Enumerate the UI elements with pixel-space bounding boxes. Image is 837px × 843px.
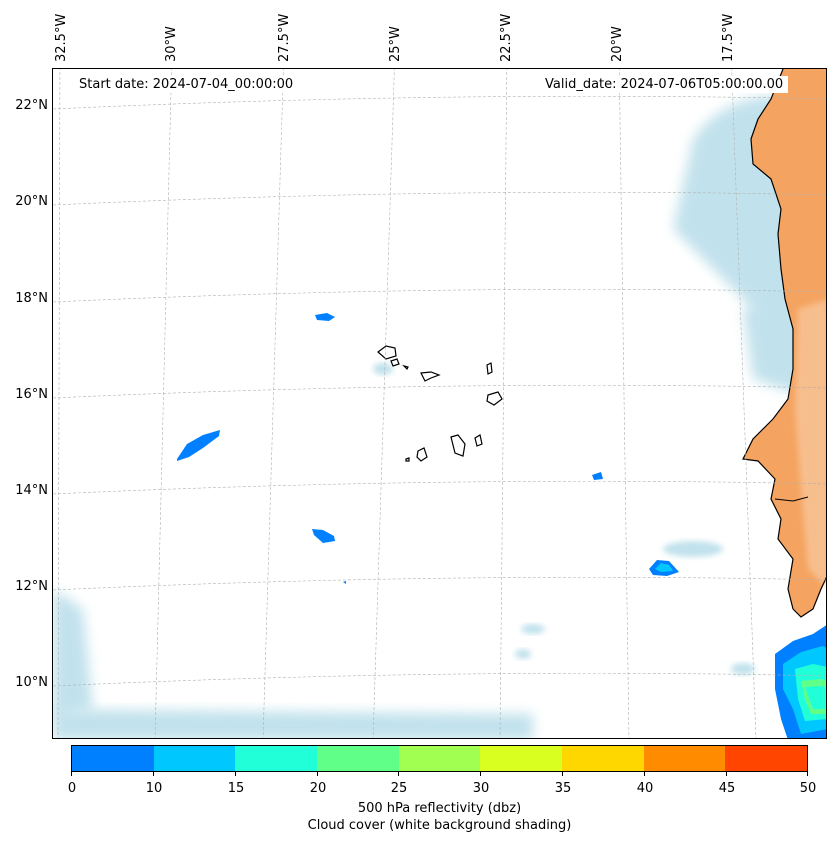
colorbar-tick (317, 772, 318, 776)
coastline-africa (742, 69, 826, 618)
colorbar-tick-label: 10 (145, 781, 163, 796)
reflectivity-cell (655, 563, 673, 572)
meridian (372, 69, 395, 738)
colorbar-tick-label: 0 (67, 781, 77, 796)
island-santa-luzia (402, 364, 409, 371)
colorbar-tick (480, 772, 481, 776)
valid-date-label: Valid_date: 2024-07-06T05:00:00.00 (540, 76, 789, 93)
parallel (53, 95, 826, 110)
lon-label-27-5w: 27.5°W (277, 13, 292, 62)
colorbar-tick-label: 50 (799, 781, 817, 796)
island-boa-vista (486, 391, 503, 406)
colorbar-segment (480, 746, 563, 771)
meridian (499, 69, 508, 738)
cloud-patch (731, 663, 755, 675)
colorbar-tick (644, 772, 645, 776)
colorbar-segment (72, 746, 154, 771)
parallel (53, 672, 826, 687)
colorbar-segment (562, 746, 644, 771)
colorbar-tick-label: 40 (636, 781, 654, 796)
colorbar-tick-label: 30 (472, 781, 490, 796)
map-panel (52, 68, 827, 739)
colorbar-tick-label: 45 (718, 781, 736, 796)
parallel (53, 480, 826, 495)
parallel (53, 576, 826, 591)
lat-label-10n: 10°N (15, 675, 48, 690)
lon-label-17-5w: 17.5°W (721, 13, 736, 62)
colorbar-title: 500 hPa reflectivity (dbz) (357, 801, 522, 816)
cloud-patch (521, 624, 545, 634)
start-date-label: Start date: 2024-07-04_00:00:00 (74, 76, 299, 93)
island-fogo (416, 447, 428, 462)
lon-label-25w: 25°W (388, 26, 403, 62)
island-santiago (450, 434, 466, 457)
colorbar-tick-label: 20 (309, 781, 327, 796)
reflectivity-cell (592, 472, 603, 480)
reflectivity-cell (343, 581, 346, 584)
parallel (53, 191, 826, 206)
lon-label-20w: 20°W (610, 26, 625, 62)
lat-label-22n: 22°N (15, 98, 48, 113)
parallel (53, 384, 826, 399)
island-sao-nicolau (420, 371, 441, 382)
graticule (53, 69, 826, 738)
reflectivity-cells (177, 313, 826, 738)
colorbar-segment (153, 746, 236, 771)
lat-label-14n: 14°N (15, 483, 48, 498)
colorbar-segment (725, 746, 808, 771)
colorbar (71, 745, 808, 772)
reflectivity-cell (312, 529, 335, 543)
colorbar-tick-label: 25 (390, 781, 408, 796)
island-maio (474, 434, 483, 447)
cloud-patch (373, 363, 393, 375)
island-brava (405, 457, 410, 462)
colorbar-tick (71, 772, 72, 776)
colorbar-tick (235, 772, 236, 776)
colorbar-tick-label: 35 (554, 781, 572, 796)
lat-label-12n: 12°N (15, 579, 48, 594)
meridian (57, 69, 61, 738)
cloud-patch (663, 541, 723, 557)
meridian (731, 69, 757, 738)
colorbar-segment (317, 746, 399, 771)
lon-label-22-5w: 22.5°W (499, 13, 514, 62)
parallel (53, 288, 826, 303)
colorbar-segment (398, 746, 481, 771)
colorbar-tick (153, 772, 154, 776)
lat-label-20n: 20°N (15, 194, 48, 209)
cloud-region-southwest (53, 589, 93, 719)
colorbar-tick (562, 772, 563, 776)
land-interior-light (795, 299, 826, 587)
reflectivity-cell (805, 686, 826, 709)
colorbar-subtitle: Cloud cover (white background shading) (307, 818, 572, 833)
lon-label-32-5w: 32.5°W (54, 13, 69, 62)
colorbar-tick (398, 772, 399, 776)
lon-label-30w: 30°W (164, 26, 179, 62)
colorbar-segment (643, 746, 726, 771)
meridian (618, 69, 630, 738)
lat-label-18n: 18°N (15, 291, 48, 306)
island-sao-vicente (390, 358, 400, 367)
meridian (154, 69, 172, 738)
map-canvas (53, 69, 826, 738)
colorbar-tick (807, 772, 808, 776)
cloud-patch (515, 649, 531, 659)
reflectivity-cell (177, 430, 220, 461)
lat-label-16n: 16°N (15, 387, 48, 402)
reflectivity-cell (315, 313, 335, 321)
cape-verde-islands (377, 345, 503, 462)
river-gambia (774, 496, 809, 502)
colorbar-tick-label: 15 (227, 781, 245, 796)
cloud-region-bottom (53, 709, 533, 738)
island-sal (486, 362, 493, 375)
meridian (262, 69, 284, 738)
colorbar-tick (726, 772, 727, 776)
island-santo-antao (377, 345, 397, 360)
colorbar-segment (235, 746, 318, 771)
